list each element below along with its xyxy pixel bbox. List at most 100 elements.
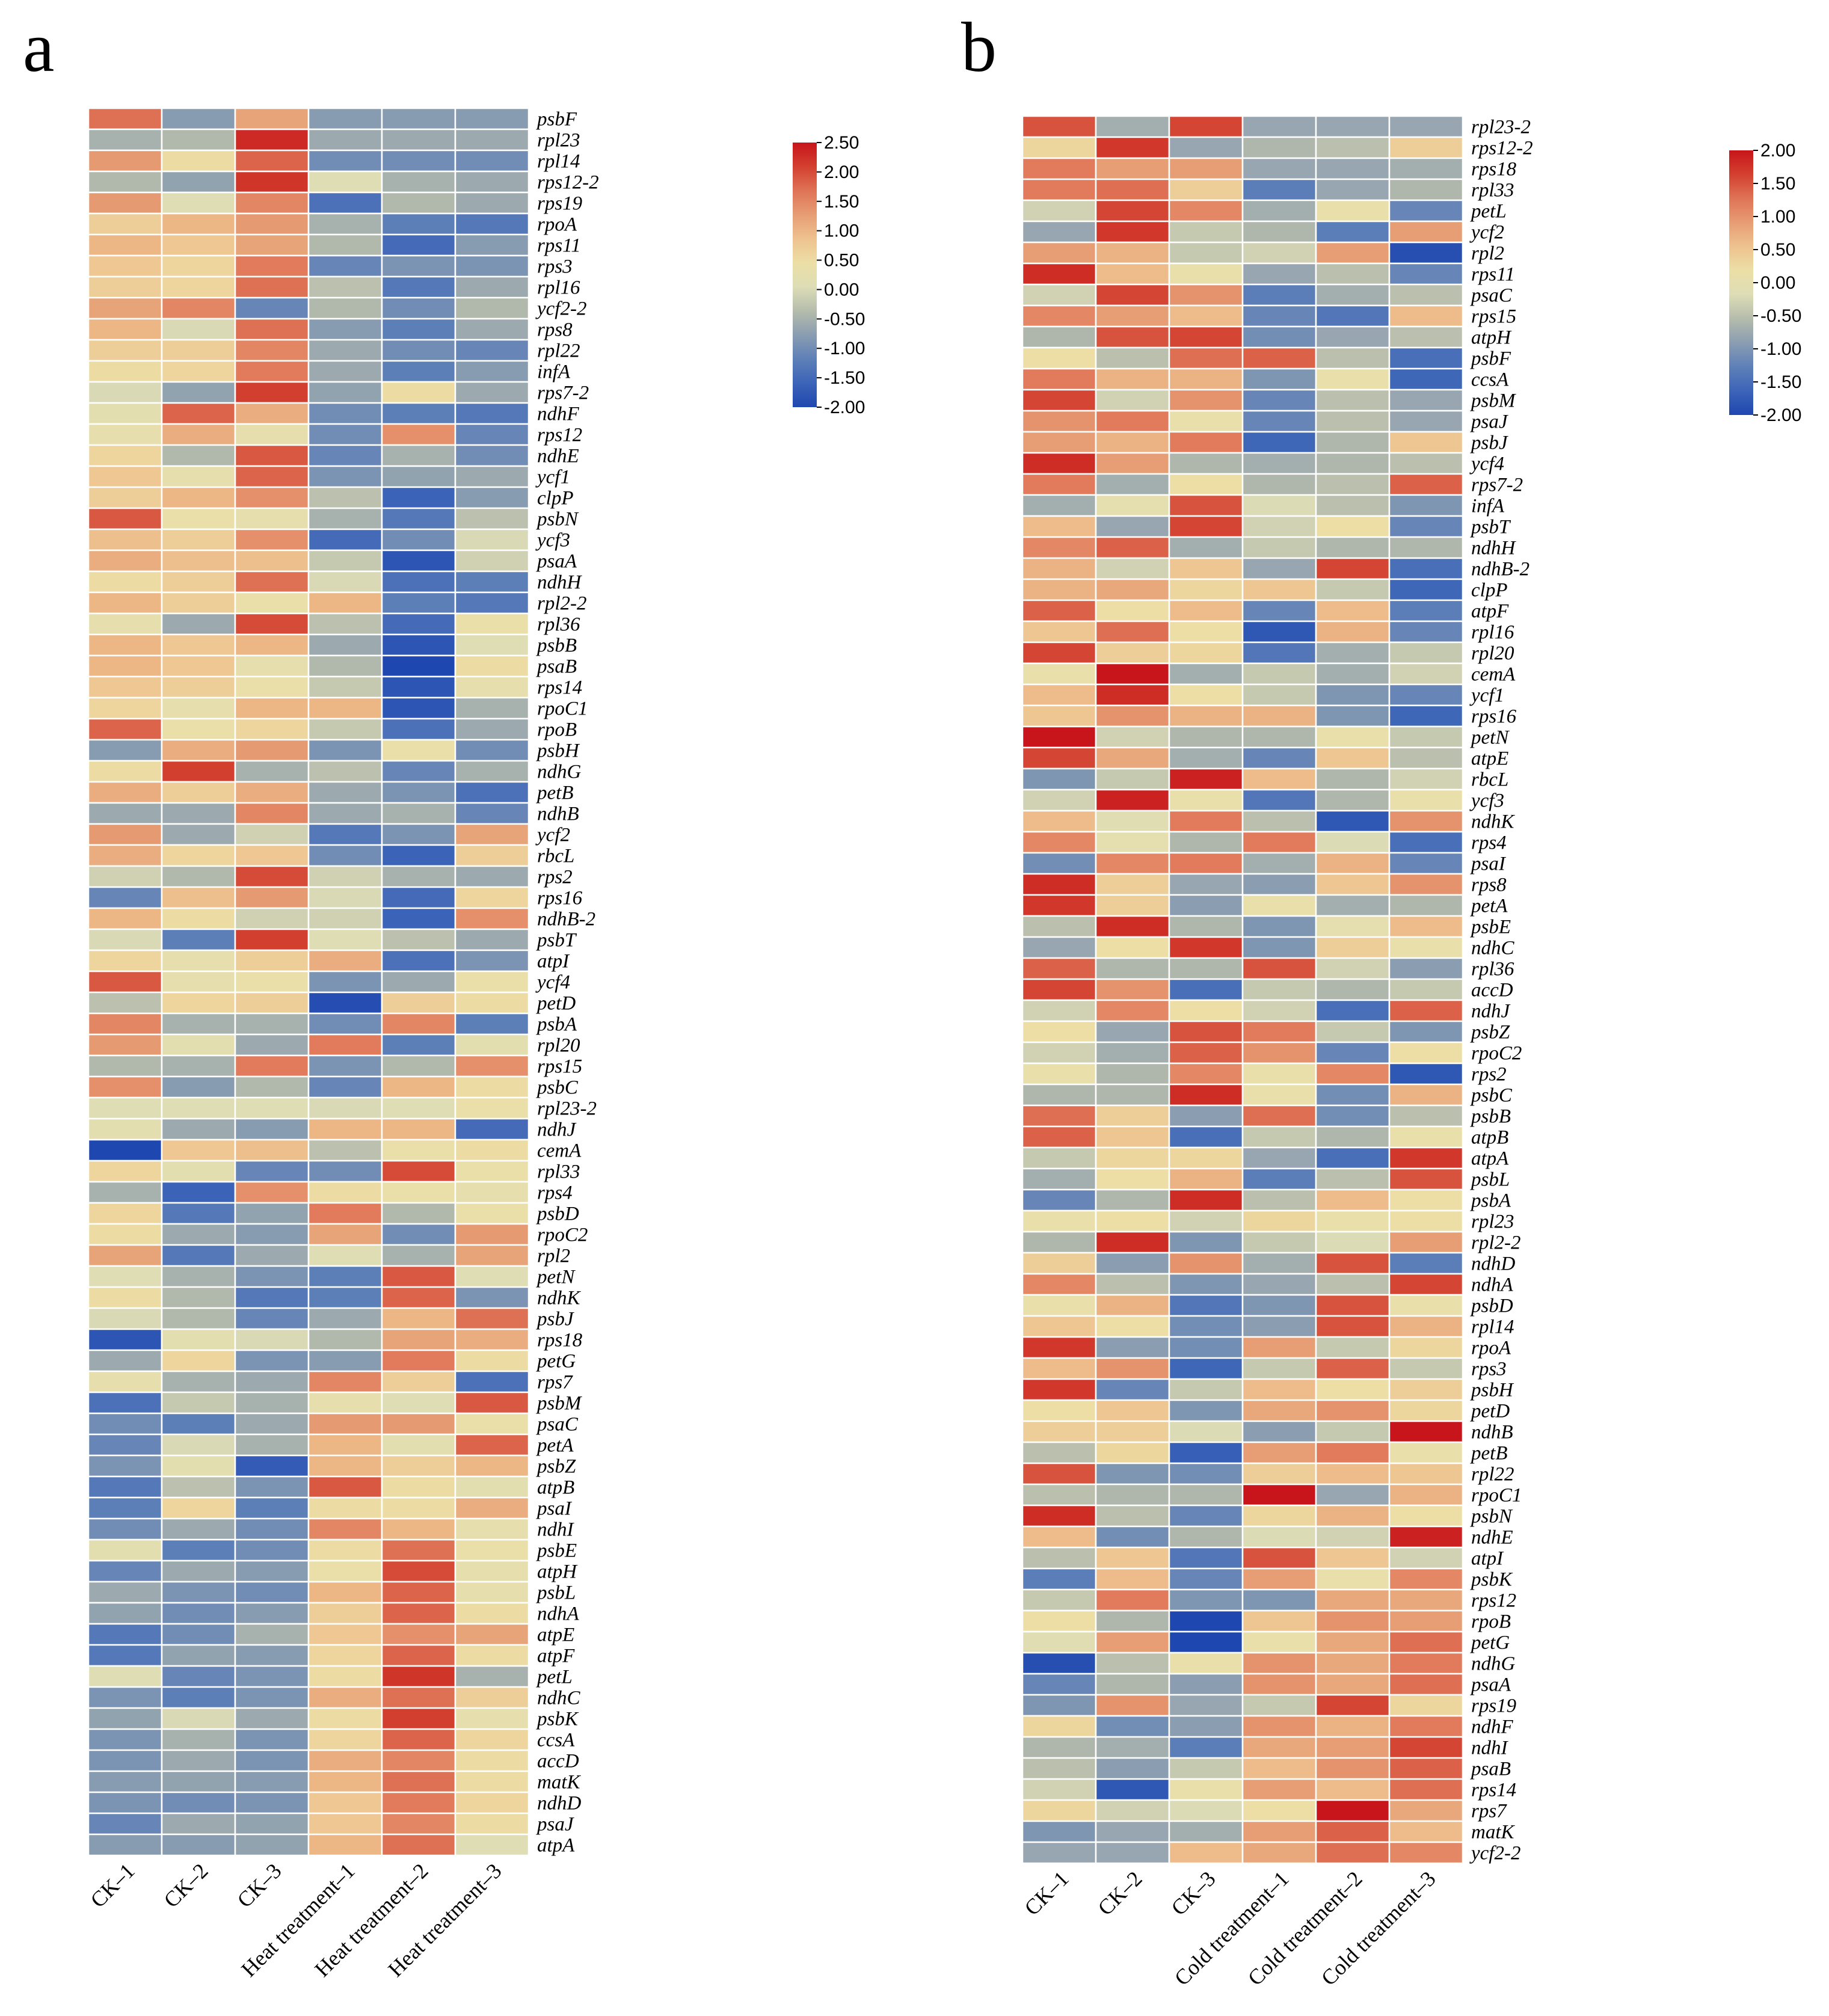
row-label-b-psaA: psaA (1470, 1674, 1511, 1696)
heatmap-cell-b-psbL-1 (1021, 1167, 1097, 1191)
heatmap-cell-b-psbT-3 (1168, 515, 1244, 538)
heatmap-cell-a-ndhD-2 (161, 1791, 236, 1815)
heatmap-cell-a-psbH-6 (454, 739, 530, 762)
row-label-a-ndhA: ndhA (537, 1603, 580, 1625)
row-label-b-ycf2: ycf2 (1469, 222, 1504, 244)
heatmap-cell-a-atpA-5 (381, 1833, 456, 1857)
heatmap-cell-b-ccsA-2 (1095, 367, 1170, 391)
heatmap-cell-a-psbM-3 (234, 1391, 310, 1415)
heatmap-cell-a-rps8-4 (307, 318, 383, 341)
heatmap-cell-b-rbcL-3 (1168, 767, 1244, 791)
heatmap-cell-b-rpoA-5 (1315, 1336, 1391, 1359)
heatmap-cell-b-psaI-6 (1388, 852, 1464, 875)
heatmap-cell-a-infA-1 (87, 360, 163, 383)
heatmap-cell-b-psbB-4 (1241, 1104, 1317, 1128)
heatmap-cell-b-psaB-2 (1095, 1757, 1170, 1780)
heatmap-cell-b-rps2-5 (1315, 1062, 1391, 1086)
heatmap-cell-b-infA-2 (1095, 494, 1170, 517)
heatmap-cell-b-psbC-4 (1241, 1083, 1317, 1107)
heatmap-cell-a-rps12-5 (381, 423, 456, 446)
heatmap-cell-b-rps3-1 (1021, 1357, 1097, 1380)
heatmap-cell-b-ycf2-4 (1241, 220, 1317, 244)
row-label-b-rpl20: rpl20 (1471, 643, 1514, 665)
heatmap-cell-b-rps3-3 (1168, 1357, 1244, 1380)
row-label-b-rpl16: rpl16 (1471, 622, 1514, 644)
heatmap-cell-b-psbB-1 (1021, 1104, 1097, 1128)
heatmap-cell-b-psbJ-3 (1168, 431, 1244, 454)
heatmap-cell-b-psbT-4 (1241, 515, 1317, 538)
heatmap-cell-a-psbL-5 (381, 1581, 456, 1604)
heatmap-cell-b-psbD-1 (1021, 1294, 1097, 1317)
heatmap-cell-a-rpl23-2-6 (454, 1096, 530, 1120)
heatmap-cell-a-accD-6 (454, 1749, 530, 1772)
heatmap-cell-b-rps2-6 (1388, 1062, 1464, 1086)
heatmap-cell-a-cemA-5 (381, 1139, 456, 1162)
heatmap-cell-a-ndhA-5 (381, 1602, 456, 1625)
heatmap-cell-a-psaB-6 (454, 654, 530, 678)
heatmap-cell-b-clpP-2 (1095, 578, 1170, 601)
row-label-a-rpoC2: rpoC2 (537, 1225, 588, 1246)
heatmap-cell-a-rpl33-3 (234, 1160, 310, 1183)
heatmap-cell-b-rpoA-3 (1168, 1336, 1244, 1359)
colorbar-a (793, 143, 817, 407)
heatmap-cell-b-psaB-1 (1021, 1757, 1097, 1780)
colorbar-tick-label-b-8: -1.50 (1760, 372, 1801, 392)
heatmap-cell-b-ndhJ-5 (1315, 999, 1391, 1022)
heatmap-cell-b-rpl16-3 (1168, 620, 1244, 644)
heatmap-cell-b-petD-3 (1168, 1399, 1244, 1422)
heatmap-cell-b-psaA-3 (1168, 1673, 1244, 1696)
heatmap-cell-b-atpH-3 (1168, 325, 1244, 349)
heatmap-cell-a-rpl14-1 (87, 149, 163, 173)
heatmap-cell-a-atpB-1 (87, 1475, 163, 1499)
heatmap-cell-b-ycf2-3 (1168, 220, 1244, 244)
heatmap-cell-b-ndhA-6 (1388, 1273, 1464, 1296)
heatmap-cell-a-psbN-2 (161, 507, 236, 530)
heatmap-cell-b-ndhI-3 (1168, 1736, 1244, 1759)
heatmap-cell-b-atpA-4 (1241, 1146, 1317, 1170)
row-label-b-petL: petL (1470, 201, 1507, 223)
heatmap-cell-b-atpE-5 (1315, 746, 1391, 770)
row-label-b-rpl22: rpl22 (1471, 1464, 1514, 1486)
heatmap-cell-b-ndhF-2 (1095, 1715, 1170, 1738)
heatmap-cell-a-rps4-2 (161, 1181, 236, 1204)
heatmap-cell-b-rpl23-2-4 (1241, 115, 1317, 138)
heatmap-cell-a-psbD-1 (87, 1202, 163, 1225)
row-label-b-ccsA: ccsA (1471, 369, 1509, 391)
heatmap-cell-b-ndhE-2 (1095, 1525, 1170, 1549)
heatmap-cell-b-ndhD-1 (1021, 1252, 1097, 1275)
row-label-a-rps2: rps2 (537, 867, 573, 888)
heatmap-cell-b-ndhG-1 (1021, 1652, 1097, 1675)
heatmap-cell-b-petL-2 (1095, 199, 1170, 223)
row-label-b-psbH: psbH (1470, 1380, 1514, 1401)
heatmap-cell-b-rps3-2 (1095, 1357, 1170, 1380)
heatmap-cell-b-atpB-1 (1021, 1125, 1097, 1149)
row-label-a-rpl2: rpl2 (537, 1246, 570, 1267)
heatmap-cell-a-petD-3 (234, 991, 310, 1015)
heatmap-cell-b-psbM-1 (1021, 389, 1097, 412)
heatmap-cell-b-psbN-5 (1315, 1504, 1391, 1528)
heatmap-cell-a-rpl36-3 (234, 612, 310, 636)
heatmap-cell-b-psbE-6 (1388, 915, 1464, 938)
heatmap-cell-b-psbM-4 (1241, 389, 1317, 412)
heatmap-cell-b-psbE-3 (1168, 915, 1244, 938)
heatmap-cell-a-psbZ-1 (87, 1454, 163, 1478)
heatmap-cell-b-ycf3-4 (1241, 788, 1317, 812)
heatmap-cell-b-rps11-5 (1315, 262, 1391, 286)
heatmap-cell-b-psbA-4 (1241, 1188, 1317, 1212)
heatmap-cell-a-ndhD-6 (454, 1791, 530, 1815)
heatmap-cell-b-rps12-4 (1241, 1588, 1317, 1612)
heatmap-cell-a-rpl2-3 (234, 1244, 310, 1267)
heatmap-cell-a-ccsA-5 (381, 1728, 456, 1751)
heatmap-cell-a-ndhI-1 (87, 1517, 163, 1541)
row-label-a-rpl36: rpl36 (537, 614, 580, 636)
heatmap-cell-a-rpl2-2-1 (87, 591, 163, 615)
colorbar-tick-label-b-6: -0.50 (1760, 306, 1801, 326)
heatmap-cell-a-ndhB-4 (307, 802, 383, 825)
heatmap-cell-a-rps3-3 (234, 254, 310, 278)
row-label-b-rps19: rps19 (1471, 1695, 1516, 1717)
heatmap-cell-b-rps3-6 (1388, 1357, 1464, 1380)
row-label-a-petD: petD (536, 993, 576, 1015)
heatmap-cell-a-atpH-5 (381, 1560, 456, 1583)
row-label-b-rpl2-2: rpl2-2 (1471, 1232, 1521, 1254)
heatmap-cell-a-ccsA-4 (307, 1728, 383, 1751)
